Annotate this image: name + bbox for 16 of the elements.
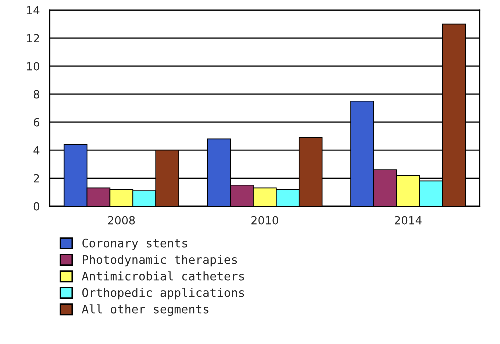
y-tick-label: 12 bbox=[27, 34, 40, 43]
y-tick-label: 0 bbox=[34, 202, 40, 211]
y-tick-label: 6 bbox=[34, 118, 40, 127]
x-tick-label: 2014 bbox=[395, 216, 422, 225]
legend-label: Coronary stents bbox=[82, 238, 188, 250]
legend-label: Orthopedic applications bbox=[82, 288, 244, 300]
y-tick-label: 8 bbox=[34, 90, 40, 99]
y-tick-label: 2 bbox=[34, 174, 40, 183]
legend-label: Antimicrobial catheters bbox=[82, 272, 244, 281]
y-tick-label: 4 bbox=[34, 146, 40, 155]
legend-label: All other segments bbox=[82, 304, 209, 316]
legend-label: Photodynamic therapies bbox=[83, 255, 238, 267]
x-tick-label: 2010 bbox=[252, 216, 278, 225]
x-tick-label: 2008 bbox=[108, 216, 136, 225]
y-tick-label: 14 bbox=[27, 6, 40, 15]
y-tick-label: 10 bbox=[27, 62, 40, 71]
